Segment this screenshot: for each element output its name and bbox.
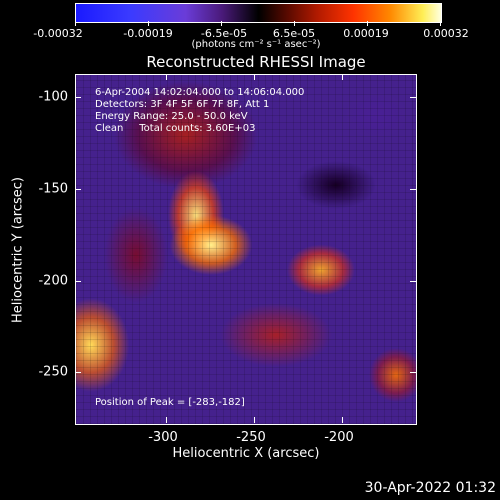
y-tick-label: -250: [38, 364, 68, 380]
colorbar-tick: [148, 21, 149, 26]
colorbar-tick-label: -0.00019: [123, 27, 173, 40]
peak-position: Position of Peak = [-283,-182]: [95, 397, 245, 408]
x-tick: [254, 74, 255, 80]
x-tick: [166, 417, 167, 423]
y-tick-label: -100: [38, 89, 68, 105]
colorbar-tick-label: -0.00032: [33, 27, 83, 40]
y-tick: [410, 281, 416, 282]
x-tick: [254, 417, 255, 423]
timestamp: 30-Apr-2022 01:32: [364, 480, 496, 496]
colorbar-tick: [294, 21, 295, 26]
x-tick-label: -250: [236, 430, 266, 445]
x-tick: [342, 74, 343, 80]
x-tick: [166, 74, 167, 80]
colorbar-tick: [367, 21, 368, 26]
colorbar-tick-label: -6.5e-05: [200, 27, 248, 40]
colorbar-tick: [440, 21, 441, 26]
colorbar-tick-label: 0.00019: [343, 27, 389, 40]
colorbar-units: (photons cm⁻² s⁻¹ asec⁻²): [191, 39, 321, 50]
y-axis-title: Heliocentric Y (arcsec): [10, 177, 26, 323]
clean-counts: Clean Total counts: 3.60E+03: [95, 123, 256, 134]
y-tick: [410, 189, 416, 190]
x-tick-label: -200: [324, 430, 354, 445]
energy-range: Energy Range: 25.0 - 50.0 keV: [95, 111, 248, 122]
y-tick: [75, 189, 81, 190]
detectors: Detectors: 3F 4F 5F 6F 7F 8F, Att 1: [95, 99, 270, 110]
x-axis-title: Heliocentric X (arcsec): [172, 446, 320, 461]
y-tick-label: -200: [38, 273, 68, 289]
image-title: Reconstructed RHESSI Image: [146, 53, 366, 71]
colorbar: [75, 3, 442, 23]
colorbar-tick-label: 6.5e-05: [272, 27, 316, 40]
colorbar-tick: [75, 21, 76, 26]
colorbar-tick-label: 0.00032: [423, 27, 469, 40]
emission-map: [76, 75, 416, 424]
y-tick: [75, 281, 81, 282]
y-tick-label: -150: [38, 181, 68, 197]
pixel-grid: [76, 75, 416, 424]
colorbar-tick: [221, 21, 222, 26]
y-tick: [75, 97, 81, 98]
y-tick: [410, 97, 416, 98]
x-tick: [342, 417, 343, 423]
y-tick: [410, 372, 416, 373]
y-tick: [75, 372, 81, 373]
time-range: 6-Apr-2004 14:02:04.000 to 14:06:04.000: [95, 87, 305, 98]
x-tick-label: -300: [148, 430, 178, 445]
rhessi-image-plot: [75, 74, 417, 425]
